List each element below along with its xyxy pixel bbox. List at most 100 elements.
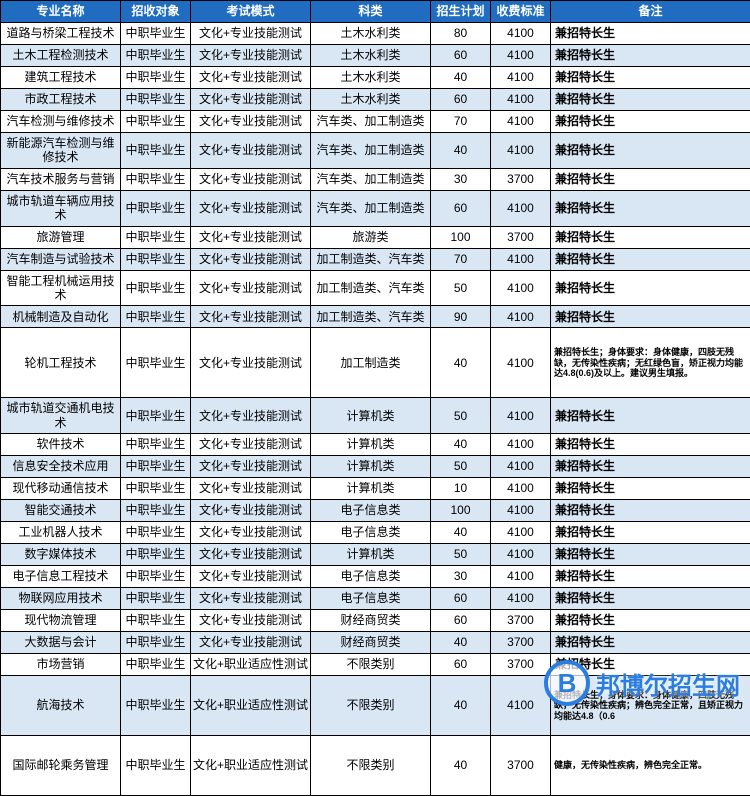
table-cell: 兼招特长生；身体要求：身体健康，四肢无残缺，无传染性疾病；无红绿色盲，矫正视力均… [551,328,750,398]
table-cell: 文化+专业技能测试 [191,248,311,270]
table-cell: 兼招特长生 [551,111,750,133]
table-row: 航海技术中职毕业生文化+职业适应性测试不限类别404100兼招特长生；身体要求：… [1,676,750,736]
table-cell: 中职毕业生 [121,23,191,45]
table-cell: 电子信息类 [311,522,431,544]
table-row: 智能交通技术中职毕业生文化+专业技能测试电子信息类1004100兼招特长生 [1,500,750,522]
table-cell: 汽车类、加工制造类 [311,133,431,169]
table-cell: 中职毕业生 [121,328,191,398]
table-cell: 中职毕业生 [121,190,191,226]
table-row: 电子信息工程技术中职毕业生文化+专业技能测试电子信息类304100兼招特长生 [1,566,750,588]
table-header-cell: 考试模式 [191,1,311,23]
table-cell: 4100 [491,398,551,434]
table-row: 旅游管理中职毕业生文化+专业技能测试旅游类1003700兼招特长生 [1,226,750,248]
table-cell: 100 [431,500,491,522]
table-cell: 加工制造类、汽车类 [311,306,431,328]
table-cell: 工业机器人技术 [1,522,121,544]
table-cell: 中职毕业生 [121,306,191,328]
table-row: 汽车检测与维修技术中职毕业生文化+专业技能测试汽车类、加工制造类704100兼招… [1,111,750,133]
table-cell: 计算机类 [311,456,431,478]
table-cell: 土木水利类 [311,89,431,111]
table-cell: 文化+职业适应性测试 [191,654,311,676]
table-cell: 文化+专业技能测试 [191,588,311,610]
table-cell: 3700 [491,168,551,190]
table-cell: 电子信息类 [311,566,431,588]
table-cell: 文化+专业技能测试 [191,89,311,111]
table-cell: 市政工程技术 [1,89,121,111]
table-cell: 中职毕业生 [121,522,191,544]
table-cell: 4100 [491,478,551,500]
table-cell: 兼招特长生 [551,632,750,654]
table-header-row: 专业名称招收对象考试模式科类招生计划收费标准备注 [1,1,750,23]
table-cell: 兼招特长生 [551,190,750,226]
table-cell: 旅游类 [311,226,431,248]
table-cell: 文化+职业适应性测试 [191,736,311,796]
table-row: 机械制造及自动化中职毕业生文化+专业技能测试加工制造类、汽车类904100兼招特… [1,306,750,328]
table-cell: 兼招特长生；身体要求：身体健康，四肢无残缺，无传染性疾病；辨色完全正常，且矫正视… [551,676,750,736]
table-cell: 中职毕业生 [121,610,191,632]
table-cell: 兼招特长生 [551,45,750,67]
table-cell: 土木水利类 [311,67,431,89]
table-cell: 中职毕业生 [121,270,191,306]
table-cell: 加工制造类 [311,328,431,398]
table-cell: 50 [431,270,491,306]
table-cell: 4100 [491,45,551,67]
table-cell: 10 [431,478,491,500]
table-cell: 80 [431,23,491,45]
table-cell: 40 [431,522,491,544]
table-cell: 中职毕业生 [121,588,191,610]
table-cell: 40 [431,328,491,398]
table-cell: 兼招特长生 [551,588,750,610]
table-cell: 文化+职业适应性测试 [191,676,311,736]
table-cell: 40 [431,676,491,736]
table-cell: 4100 [491,111,551,133]
table-cell: 电子信息类 [311,500,431,522]
table-cell: 兼招特长生 [551,456,750,478]
table-cell: 文化+专业技能测试 [191,456,311,478]
table-header-cell: 备注 [551,1,750,23]
table-cell: 计算机类 [311,434,431,456]
table-cell: 市场营销 [1,654,121,676]
table-cell: 文化+专业技能测试 [191,434,311,456]
table-cell: 不限类别 [311,736,431,796]
table-cell: 兼招特长生 [551,654,750,676]
table-cell: 文化+专业技能测试 [191,544,311,566]
table-row: 现代物流管理中职毕业生文化+专业技能测试财经商贸类603700兼招特长生 [1,610,750,632]
table-cell: 中职毕业生 [121,632,191,654]
table-cell: 40 [431,632,491,654]
table-cell: 道路与桥梁工程技术 [1,23,121,45]
table-row: 大数据与会计中职毕业生文化+专业技能测试财经商贸类403700兼招特长生 [1,632,750,654]
table-cell: 文化+专业技能测试 [191,190,311,226]
table-row: 数字媒体技术中职毕业生文化+专业技能测试计算机类504100兼招特长生 [1,544,750,566]
table-cell: 航海技术 [1,676,121,736]
table-cell: 文化+专业技能测试 [191,270,311,306]
table-cell: 30 [431,566,491,588]
table-cell: 3700 [491,226,551,248]
table-cell: 4100 [491,566,551,588]
table-cell: 3700 [491,610,551,632]
table-cell: 兼招特长生 [551,478,750,500]
table-cell: 4100 [491,522,551,544]
table-row: 市政工程技术中职毕业生文化+专业技能测试土木水利类604100兼招特长生 [1,89,750,111]
table-cell: 3700 [491,632,551,654]
table-cell: 新能源汽车检测与维修技术 [1,133,121,169]
table-row: 软件技术中职毕业生文化+专业技能测试计算机类404100兼招特长生 [1,434,750,456]
table-cell: 兼招特长生 [551,500,750,522]
table-cell: 计算机类 [311,478,431,500]
table-cell: 中职毕业生 [121,398,191,434]
table-cell: 兼招特长生 [551,67,750,89]
table-cell: 兼招特长生 [551,270,750,306]
table-header-cell: 招生计划 [431,1,491,23]
table-cell: 计算机类 [311,398,431,434]
table-row: 城市轨道交通机电技术中职毕业生文化+专业技能测试计算机类504100兼招特长生 [1,398,750,434]
table-header-cell: 专业名称 [1,1,121,23]
table-cell: 文化+专业技能测试 [191,226,311,248]
table-cell: 数字媒体技术 [1,544,121,566]
table-cell: 兼招特长生 [551,168,750,190]
table-cell: 4100 [491,328,551,398]
table-cell: 信息安全技术应用 [1,456,121,478]
table-row: 建筑工程技术中职毕业生文化+专业技能测试土木水利类404100兼招特长生 [1,67,750,89]
table-cell: 现代物流管理 [1,610,121,632]
table-cell: 中职毕业生 [121,456,191,478]
table-cell: 兼招特长生 [551,133,750,169]
table-row: 智能工程机械运用技术中职毕业生文化+专业技能测试加工制造类、汽车类504100兼… [1,270,750,306]
